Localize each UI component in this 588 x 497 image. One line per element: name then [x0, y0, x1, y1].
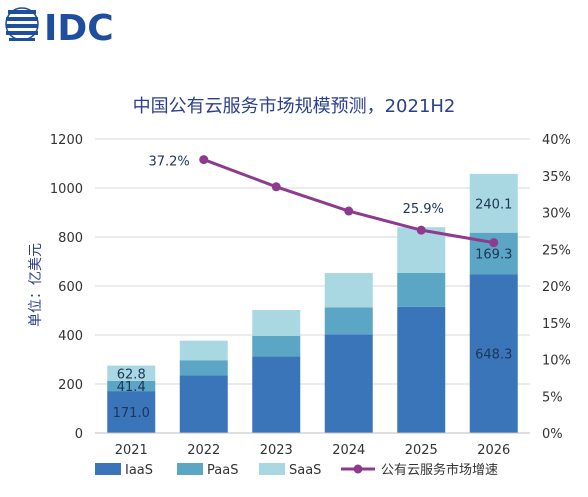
x-tick-label: 2022	[187, 443, 220, 458]
y-tick-label: 0	[75, 427, 83, 442]
bar-iaas	[469, 274, 518, 433]
globe-icon	[5, 7, 39, 41]
growth-point	[416, 225, 426, 235]
y-tick-label: 800	[58, 231, 83, 246]
y2-tick-label: 5%	[542, 390, 563, 405]
data-label: 169.3	[475, 247, 512, 262]
y-tick-label: 400	[58, 329, 83, 344]
axes: 0 200 400 600 800 1000 1200 0% 5% 10% 15% 20% 25% 30%…	[50, 133, 571, 458]
bar-saas	[469, 173, 518, 233]
legend: IaaS PaaS SaaS 公有云服务市场增速	[95, 462, 498, 478]
data-label: 171.0	[113, 406, 150, 421]
y-tick-label: 1000	[50, 182, 83, 197]
legend-swatch	[259, 463, 285, 475]
legend-swatch	[177, 463, 203, 475]
y-tick-label: 600	[58, 280, 83, 295]
bar-paas	[397, 273, 446, 307]
bar-saas	[179, 340, 228, 361]
y2-tick-label: 25%	[542, 243, 571, 258]
bar-paas	[107, 380, 156, 392]
data-label: 41.4	[117, 380, 146, 395]
bar-iaas	[397, 306, 446, 433]
growth-point	[199, 155, 209, 165]
gridlines	[95, 138, 530, 434]
y2-tick-label: 20%	[542, 280, 571, 295]
bar-iaas	[252, 356, 301, 433]
growth-point	[271, 182, 281, 192]
x-tick-label: 2024	[332, 443, 365, 458]
bars	[107, 173, 518, 433]
point-label: 25.9%	[403, 202, 444, 217]
x-tick-label: 2026	[477, 443, 510, 458]
legend-label: SaaS	[289, 463, 321, 478]
legend-label: 公有云服务市场增速	[381, 462, 498, 478]
data-label: 240.1	[475, 197, 512, 212]
y2-tick-label: 15%	[542, 317, 571, 332]
data-label: 648.3	[475, 348, 512, 363]
x-tick-label: 2023	[260, 443, 293, 458]
growth-line-path	[203, 158, 495, 245]
data-labels: 62.841.4 171.0 240.1 169.3 648.3 37.2% 25.9%	[113, 155, 513, 421]
y2-tick-label: 35%	[542, 170, 571, 185]
bar-saas	[397, 227, 446, 274]
x-tick-label: 2021	[115, 443, 148, 458]
x-tick-label: 2025	[405, 443, 438, 458]
bar-saas	[252, 310, 301, 336]
bar-iaas	[107, 391, 156, 433]
data-label: 62.8	[117, 367, 146, 382]
y2-tick-label: 0%	[542, 427, 563, 442]
bar-iaas	[179, 375, 228, 433]
logo-text: IDC	[44, 8, 114, 49]
y-tick-label: 1200	[50, 133, 83, 148]
y-tick-label: 200	[58, 378, 83, 393]
legend-swatch	[95, 463, 121, 475]
growth-point	[489, 238, 499, 248]
legend-marker	[353, 464, 363, 474]
idc-logo: IDC	[5, 7, 114, 49]
legend-label: PaaS	[207, 463, 238, 478]
bar-paas	[324, 307, 373, 335]
bar-iaas	[324, 334, 373, 433]
growth-line	[199, 155, 499, 248]
point-label: 37.2%	[148, 155, 189, 170]
growth-point	[344, 206, 354, 216]
bar-paas	[252, 335, 301, 357]
y-axis-label: 单位：亿美元	[28, 243, 44, 327]
bar-paas	[179, 360, 228, 376]
chart-title: 中国公有云服务市场规模预测，2021H2	[133, 96, 456, 117]
legend-label: IaaS	[125, 463, 153, 478]
y2-tick-label: 10%	[542, 354, 571, 369]
bar-saas	[324, 273, 373, 308]
y2-tick-label: 40%	[542, 133, 571, 148]
y2-tick-label: 30%	[542, 207, 571, 222]
bar-saas	[107, 365, 156, 381]
